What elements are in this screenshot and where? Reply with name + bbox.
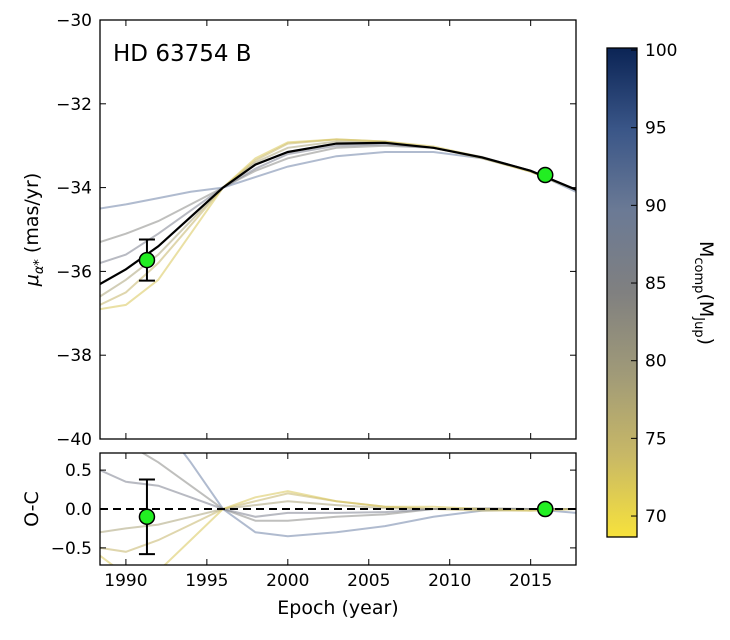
colorbar-tick-label: 90: [645, 196, 667, 216]
x-axis-label: Epoch (year): [277, 597, 398, 619]
y-axis-label: μα* (mas/yr): [21, 173, 47, 288]
colorbar-tick-label: 70: [645, 507, 667, 527]
data-point: [536, 500, 554, 518]
sample-orbit: [100, 151, 576, 210]
annotation: HD 63754 B: [113, 41, 252, 67]
y-tick-label: −30: [56, 11, 92, 31]
sample-orbit: [100, 492, 576, 553]
x-tick-label: 2010: [428, 571, 471, 591]
label-part: comp: [691, 257, 706, 293]
label-part: α*: [32, 259, 47, 275]
best-fit-line: [100, 141, 576, 285]
colorbar: [606, 47, 638, 538]
x-tick-label: 1990: [104, 571, 147, 591]
label-part: ): [695, 338, 717, 345]
x-tick-label: 2015: [509, 571, 552, 591]
y-tick-label: −36: [56, 262, 92, 282]
colorbar-tick-label: 75: [645, 429, 667, 449]
plot-area: [100, 453, 576, 565]
axes-frame: [99, 19, 577, 440]
label-part: (M: [695, 293, 717, 317]
label-part: (mas/yr): [21, 173, 43, 259]
data-point: [138, 251, 156, 269]
colorbar-label: Mcomp(MJup): [691, 241, 717, 345]
y-tick-label: 0.0: [65, 500, 92, 520]
colorbar-tick-label: 85: [645, 274, 667, 294]
plot-area: [100, 138, 576, 311]
colorbar-tick-label: 100: [645, 41, 677, 61]
data-point: [536, 166, 554, 184]
sample-orbit: [140, 453, 576, 522]
y-tick-label: −0.5: [51, 539, 92, 559]
sample-orbit: [100, 144, 576, 244]
label-part: μ: [21, 274, 43, 287]
x-tick-label: 1995: [185, 571, 228, 591]
y-tick-label: 0.5: [65, 461, 92, 481]
y-axis-label: O-C: [21, 491, 43, 527]
y-tick-label: −32: [56, 95, 92, 115]
label-part: Jup: [691, 316, 706, 337]
y-tick-label: −40: [56, 430, 92, 450]
colorbar-tick-label: 80: [645, 352, 667, 372]
colorbar-tick-label: 95: [645, 119, 667, 139]
sample-orbit: [100, 143, 576, 264]
label-part: M: [695, 241, 717, 257]
y-tick-label: −34: [56, 179, 92, 199]
x-tick-label: 2000: [266, 571, 309, 591]
y-tick-label: −38: [56, 346, 92, 366]
x-tick-label: 2005: [347, 571, 390, 591]
data-point: [138, 508, 156, 526]
